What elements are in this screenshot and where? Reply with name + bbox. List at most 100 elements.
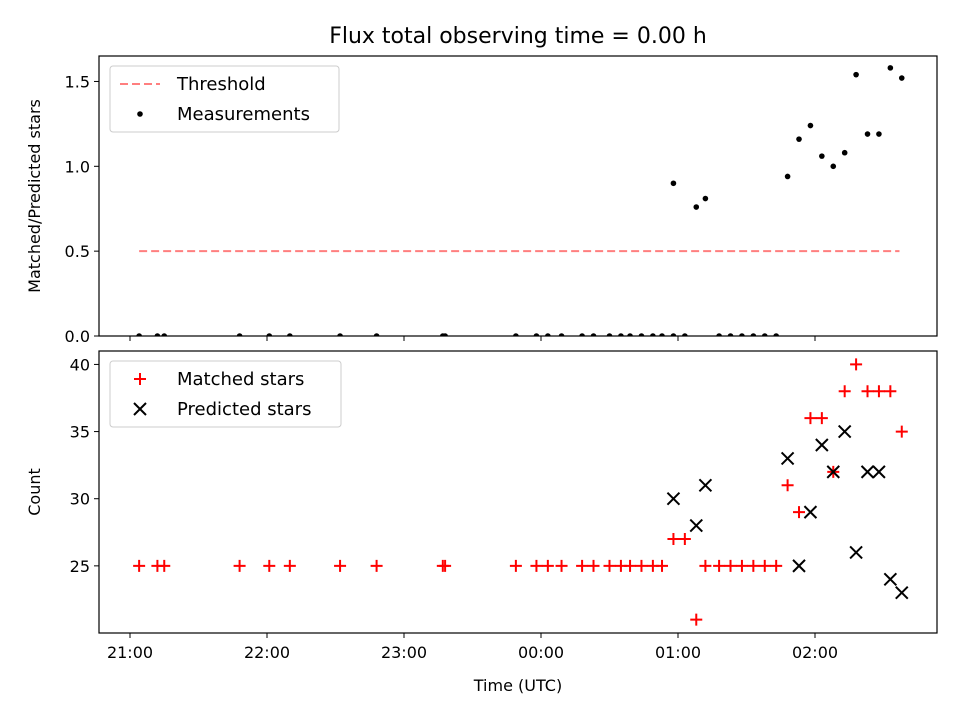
matched-point — [530, 559, 543, 572]
predicted-point — [883, 572, 898, 586]
matched-point — [439, 559, 452, 572]
matched-point — [133, 559, 146, 572]
matched-point — [690, 613, 703, 626]
x-tick-label: 02:00 — [792, 643, 838, 662]
legend-label: Threshold — [176, 74, 266, 95]
y-tick-label: 0.5 — [65, 242, 90, 261]
legend: Threshold Measurements — [109, 65, 340, 133]
measurement-point — [853, 71, 859, 78]
measurement-point — [739, 333, 745, 336]
matched-point — [895, 425, 908, 438]
measurement-point — [727, 333, 734, 336]
series-matched-stars — [133, 358, 908, 626]
series-measurements — [136, 65, 905, 336]
matched-point — [678, 533, 691, 545]
measurement-point — [442, 333, 448, 336]
matched-point — [713, 559, 726, 572]
measurement-point — [618, 333, 624, 336]
matched-point — [509, 559, 522, 572]
matched-point — [861, 385, 874, 398]
matched-point — [587, 559, 600, 572]
matched-point — [770, 559, 783, 572]
predicted-point — [803, 505, 818, 519]
x-axis-label: Time (UTC) — [473, 676, 562, 695]
measurement-point — [864, 131, 871, 137]
matched-point — [735, 559, 748, 572]
measurement-point — [670, 180, 677, 187]
x-tick-label: 23:00 — [381, 643, 427, 662]
chart-title: Flux total observing time = 0.00 h — [329, 24, 707, 49]
matched-point — [724, 559, 737, 572]
matched-point — [334, 559, 347, 572]
measurement-point — [761, 333, 768, 336]
predicted-point — [780, 451, 795, 466]
y-tick-label: 1.5 — [65, 72, 90, 91]
matched-point — [603, 559, 616, 572]
measurement-point — [682, 333, 688, 336]
matched-point — [793, 506, 806, 519]
matched-point — [850, 358, 863, 371]
measurement-point — [750, 333, 757, 336]
matched-point — [815, 412, 828, 425]
measurement-point — [784, 173, 791, 180]
y-tick-label: 30 — [70, 490, 90, 509]
measurement-point — [287, 333, 293, 336]
legend-label: Predicted stars — [177, 399, 311, 420]
measurement-point — [513, 333, 519, 336]
predicted-point — [666, 492, 681, 506]
predicted-point — [826, 465, 840, 479]
matched-point — [263, 559, 276, 572]
predicted-point — [792, 559, 806, 573]
matched-point — [781, 479, 794, 492]
measurement-point — [693, 204, 700, 210]
x-tick-label: 01:00 — [655, 643, 701, 662]
measurement-point — [337, 333, 343, 336]
measurement-point — [236, 333, 243, 336]
y-axis-label: Count — [25, 468, 44, 516]
y-tick-label: 35 — [70, 423, 90, 442]
measurement-point — [266, 333, 273, 336]
matched-point — [758, 559, 771, 572]
predicted-point — [815, 438, 829, 452]
x-tick-label: 21:00 — [107, 643, 153, 662]
measurement-point — [558, 333, 565, 336]
measurement-point — [590, 333, 597, 336]
measurement-point — [154, 333, 161, 336]
measurement-point — [638, 333, 645, 336]
matched-point — [624, 559, 637, 572]
predicted-point — [872, 465, 886, 479]
measurement-point — [161, 333, 168, 336]
predicted-point — [689, 518, 703, 533]
measurement-point — [887, 65, 894, 71]
legend-label: Matched stars — [177, 369, 304, 390]
measurement-point — [807, 122, 814, 129]
measurement-point — [876, 131, 882, 137]
plot-frame — [98, 55, 938, 337]
series-predicted-stars — [666, 424, 909, 600]
matched-point — [699, 559, 712, 572]
measurement-point — [670, 333, 677, 336]
legend-box — [109, 360, 342, 428]
ratio-panel: 0.0 0.5 1.0 1.5 Matched/Predicted stars Thres… — [25, 55, 938, 346]
legend-swatch — [133, 402, 147, 416]
matched-point — [283, 559, 296, 572]
matched-point — [541, 559, 554, 572]
measurement-point — [627, 333, 633, 336]
y-tick-label: 40 — [70, 355, 90, 374]
matched-point — [747, 559, 760, 572]
measurement-point — [773, 333, 779, 336]
matched-point — [370, 559, 383, 572]
legend-swatch — [137, 111, 143, 117]
y-axis-label: Matched/Predicted stars — [25, 99, 44, 293]
measurement-point — [841, 149, 848, 156]
count-panel: 25 30 35 40 21:00 22:00 23:00 00:00 01:00 02:00 Co… — [25, 350, 938, 662]
predicted-point — [698, 478, 713, 492]
matched-point — [656, 559, 669, 572]
matched-point — [555, 559, 568, 572]
predicted-point — [860, 465, 875, 479]
measurement-point — [606, 333, 613, 336]
predicted-point — [849, 545, 863, 560]
plot-frame — [98, 350, 938, 634]
predicted-point — [895, 586, 909, 600]
matched-point — [838, 385, 851, 398]
